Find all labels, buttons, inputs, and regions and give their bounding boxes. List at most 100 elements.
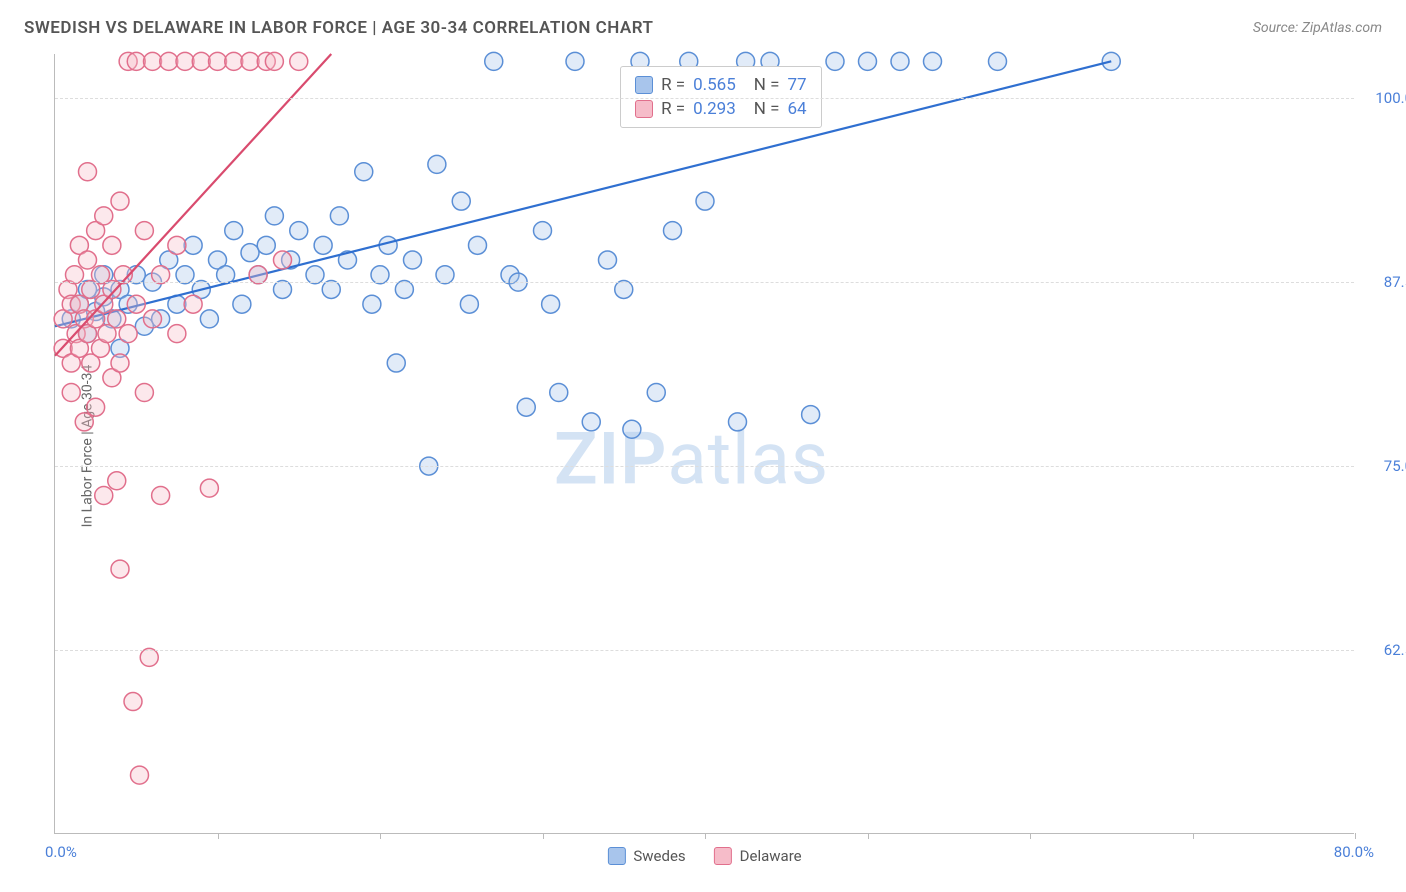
legend-n-value: 64 <box>787 99 806 119</box>
chart-container: SWEDISH VS DELAWARE IN LABOR FORCE | AGE… <box>0 0 1406 892</box>
data-point <box>66 266 84 284</box>
y-tick-label: 87.5% <box>1364 273 1406 291</box>
data-point <box>140 648 158 666</box>
data-point <box>79 163 97 181</box>
data-point <box>135 383 153 401</box>
data-point <box>200 310 218 328</box>
data-point <box>550 383 568 401</box>
legend-swatch <box>635 100 653 118</box>
data-point <box>233 295 251 313</box>
data-point <box>131 766 149 784</box>
data-point <box>534 222 552 240</box>
legend-series-label: Swedes <box>633 847 685 865</box>
data-point <box>103 280 121 298</box>
data-point <box>209 52 227 70</box>
data-point <box>599 251 617 269</box>
data-point <box>428 155 446 173</box>
data-point <box>249 266 267 284</box>
data-point <box>452 192 470 210</box>
data-point <box>826 52 844 70</box>
legend-n-label: N = <box>754 75 780 95</box>
trend-line <box>55 61 1111 326</box>
data-point <box>265 207 283 225</box>
legend-correlation: R =0.565N =77R =0.293N =64 <box>620 66 822 128</box>
data-point <box>314 236 332 254</box>
legend-r-value: 0.293 <box>693 99 736 119</box>
data-point <box>395 280 413 298</box>
x-tick-mark <box>868 833 869 839</box>
data-point <box>290 52 308 70</box>
data-point <box>168 325 186 343</box>
x-tick-mark <box>1355 833 1356 839</box>
data-point <box>168 236 186 254</box>
data-point <box>566 52 584 70</box>
data-point <box>108 310 126 328</box>
data-point <box>436 266 454 284</box>
data-point <box>184 295 202 313</box>
gridline <box>55 466 1354 467</box>
y-tick-label: 62.5% <box>1364 641 1406 659</box>
data-point <box>989 52 1007 70</box>
data-point <box>87 398 105 416</box>
data-point <box>542 295 560 313</box>
data-point <box>647 383 665 401</box>
legend-swatch <box>635 76 653 94</box>
data-point <box>274 251 292 269</box>
gridline <box>55 282 1354 283</box>
legend-series-item: Swedes <box>607 847 685 865</box>
data-point <box>696 192 714 210</box>
data-point <box>615 280 633 298</box>
x-axis-max-label: 80.0% <box>1334 843 1374 861</box>
data-point <box>75 413 93 431</box>
data-point <box>729 413 747 431</box>
plot-svg <box>55 54 1354 833</box>
data-point <box>79 251 97 269</box>
data-point <box>371 266 389 284</box>
data-point <box>95 487 113 505</box>
data-point <box>241 244 259 262</box>
chart-title: SWEDISH VS DELAWARE IN LABOR FORCE | AGE… <box>24 18 654 38</box>
legend-r-label: R = <box>661 99 685 119</box>
data-point <box>103 236 121 254</box>
data-point <box>290 222 308 240</box>
legend-swatch <box>607 847 625 865</box>
header: SWEDISH VS DELAWARE IN LABOR FORCE | AGE… <box>0 0 1406 50</box>
data-point <box>127 52 145 70</box>
legend-r-label: R = <box>661 75 685 95</box>
data-point <box>111 192 129 210</box>
data-point <box>924 52 942 70</box>
data-point <box>108 472 126 490</box>
data-point <box>485 52 503 70</box>
data-point <box>225 52 243 70</box>
x-tick-mark <box>543 833 544 839</box>
data-point <box>257 236 275 254</box>
legend-n-value: 77 <box>787 75 806 95</box>
data-point <box>111 354 129 372</box>
data-point <box>200 479 218 497</box>
data-point <box>119 325 137 343</box>
data-point <box>664 222 682 240</box>
data-point <box>355 163 373 181</box>
plot-area: ZIPatlas R =0.565N =77R =0.293N =64 0.0%… <box>54 54 1354 834</box>
x-tick-mark <box>218 833 219 839</box>
data-point <box>144 52 162 70</box>
data-point <box>802 406 820 424</box>
data-point <box>582 413 600 431</box>
x-tick-mark <box>1193 833 1194 839</box>
data-point <box>152 266 170 284</box>
legend-series-label: Delaware <box>740 847 802 865</box>
x-axis-min-label: 0.0% <box>45 843 77 861</box>
data-point <box>144 310 162 328</box>
legend-correlation-row: R =0.293N =64 <box>635 97 807 121</box>
data-point <box>111 560 129 578</box>
y-tick-label: 75.0% <box>1364 457 1406 475</box>
data-point <box>623 420 641 438</box>
y-tick-label: 100.0% <box>1364 89 1406 107</box>
data-point <box>387 354 405 372</box>
data-point <box>95 207 113 225</box>
data-point <box>135 222 153 240</box>
legend-swatch <box>714 847 732 865</box>
data-point <box>306 266 324 284</box>
legend-correlation-row: R =0.565N =77 <box>635 73 807 97</box>
x-tick-mark <box>705 833 706 839</box>
